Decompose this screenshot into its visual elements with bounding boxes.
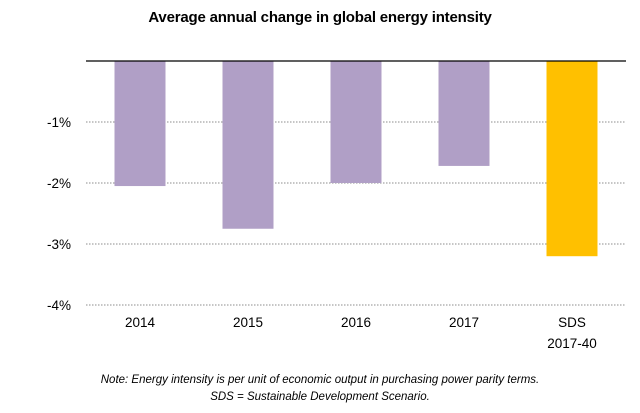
chart-note-abbreviation: SDS = Sustainable Development Scenario.	[210, 391, 430, 403]
x-tick-label: 2015	[233, 315, 263, 330]
x-tick-label: 2017-40	[547, 336, 597, 351]
x-tick-label: 2017	[449, 315, 479, 330]
chart-note: Note: Energy intensity is per unit of ec…	[100, 374, 540, 386]
x-tick-label: SDS	[558, 315, 586, 330]
bar-2017	[438, 61, 490, 166]
bars	[114, 61, 598, 257]
y-tick-label: -4%	[47, 298, 71, 313]
x-axis-tick-labels: 2014 2015 2016 2017 SDS 2017-40	[125, 315, 597, 351]
bar-2016	[330, 61, 382, 183]
y-tick-label: -1%	[47, 115, 71, 130]
x-tick-label: 2014	[125, 315, 156, 330]
chart-title: Average annual change in global energy i…	[148, 9, 492, 26]
y-tick-label: -3%	[47, 237, 71, 252]
y-axis-tick-labels: -1% -2% -3% -4%	[47, 115, 71, 313]
bar-sds-2017-40	[546, 61, 598, 257]
bar-2014	[114, 61, 166, 187]
bar-2015	[222, 61, 274, 229]
x-tick-label: 2016	[341, 315, 371, 330]
y-tick-label: -2%	[47, 176, 71, 191]
